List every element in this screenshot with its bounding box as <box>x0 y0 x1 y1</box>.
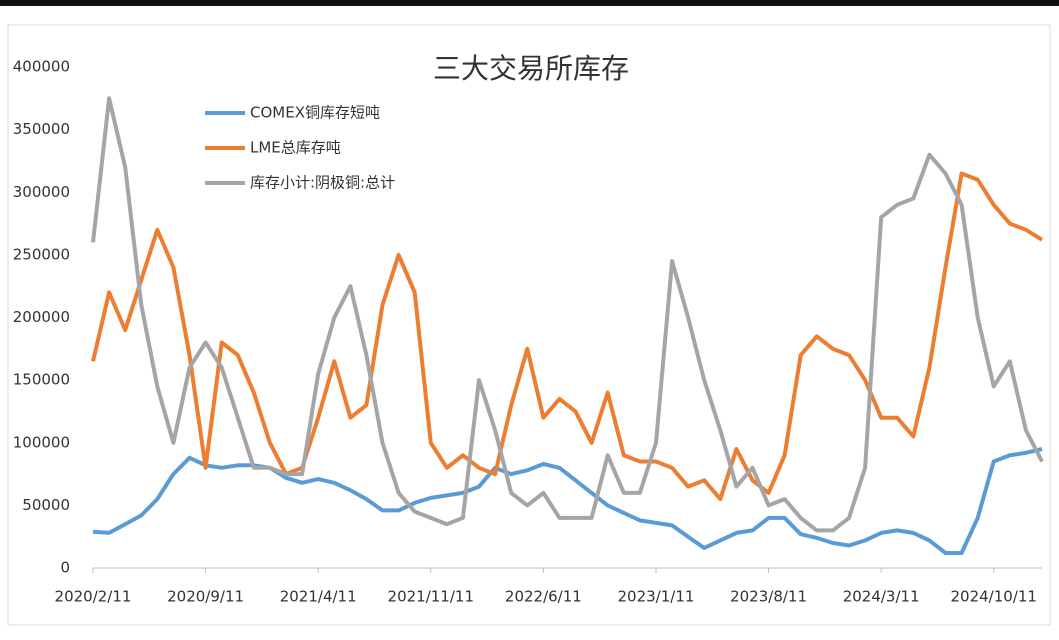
y-tick-label: 100000 <box>13 433 70 451</box>
x-tick-label: 2022/6/11 <box>505 588 582 606</box>
y-tick-label: 150000 <box>13 371 70 389</box>
y-tick-label: 250000 <box>13 245 70 263</box>
x-tick-label: 2024/3/11 <box>843 588 920 606</box>
series-line <box>91 96 1044 533</box>
y-tick-label: 400000 <box>13 58 70 76</box>
y-tick-label: 0 <box>60 559 70 577</box>
x-tick-label: 2021/4/11 <box>280 588 357 606</box>
series-line <box>92 447 1043 555</box>
legend-label: 库存小计:阴极铜:总计 <box>250 174 395 192</box>
legend-label: LME总库存吨 <box>250 139 341 157</box>
legend-label: COMEX铜库存短吨 <box>250 104 380 122</box>
top-bar <box>0 0 1059 6</box>
y-tick-label: 200000 <box>13 308 70 326</box>
x-tick-label: 2024/10/11 <box>951 588 1037 606</box>
x-tick-label: 2023/1/11 <box>618 588 695 606</box>
x-tick-label: 2023/8/11 <box>730 588 807 606</box>
y-tick-label: 350000 <box>13 120 70 138</box>
y-tick-label: 50000 <box>22 496 70 514</box>
x-tick-label: 2020/2/11 <box>55 588 132 606</box>
chart-title: 三大交易所库存 <box>433 52 629 85</box>
chart-border <box>7 24 1051 626</box>
y-tick-label: 300000 <box>13 183 70 201</box>
x-tick-label: 2020/9/11 <box>167 588 244 606</box>
series-line <box>91 171 1044 502</box>
x-tick-label: 2021/11/11 <box>388 588 474 606</box>
